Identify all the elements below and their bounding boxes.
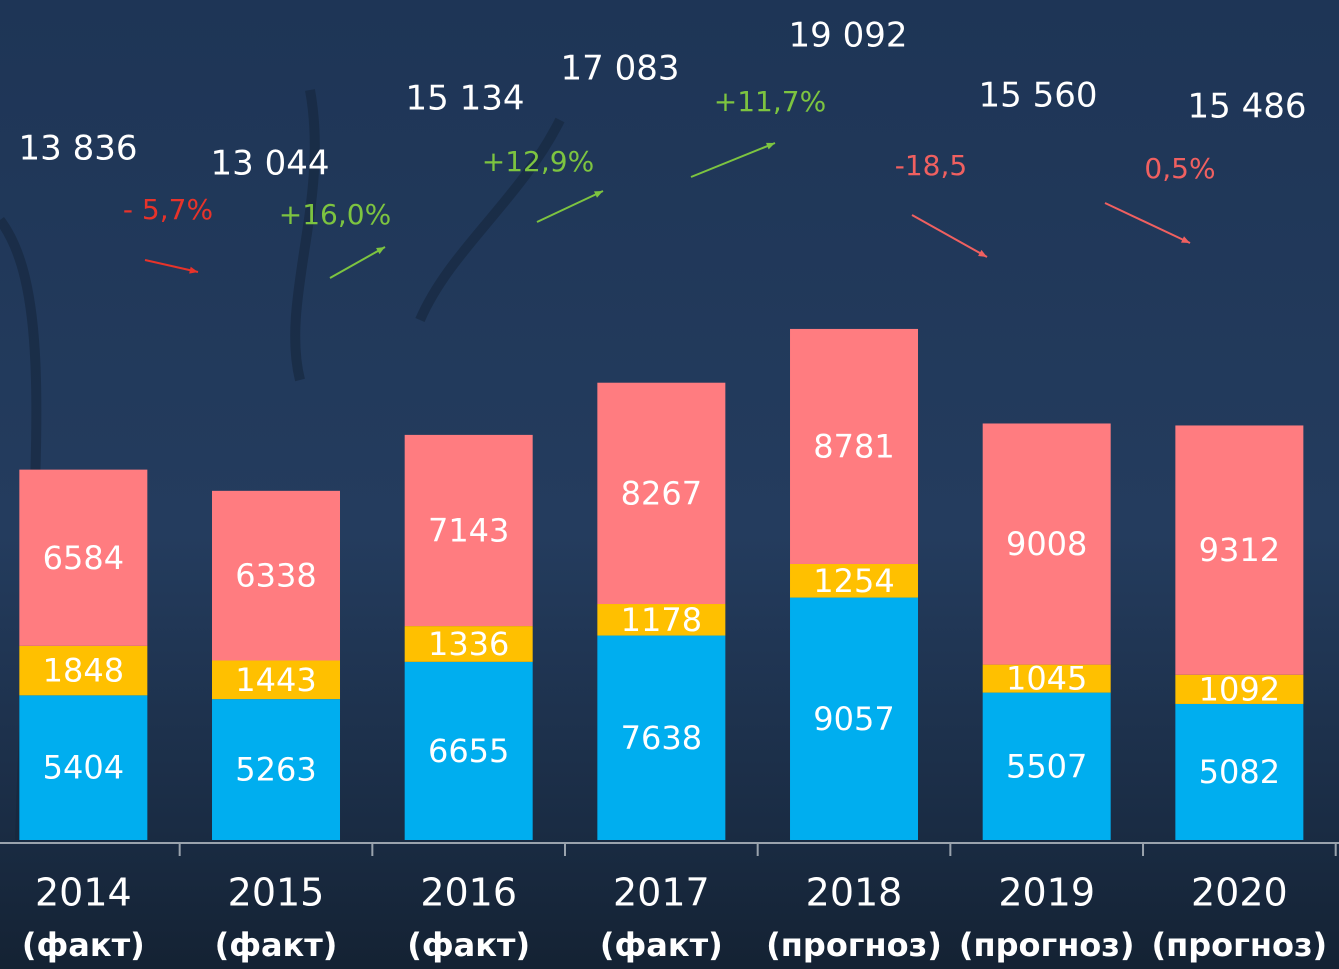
segment-label: 8267 [621, 474, 702, 512]
total-label: 19 092 [789, 16, 908, 56]
bar-segment [982, 664, 1111, 693]
growth-arrow [1104, 202, 1191, 244]
segment-label: 7638 [621, 719, 702, 757]
total-label: 15 560 [979, 76, 1098, 116]
segment-label: 5082 [1199, 753, 1280, 791]
segment-label: 6584 [43, 539, 124, 577]
segment-label: 1092 [1199, 670, 1280, 708]
growth-label: +16,0% [279, 198, 391, 231]
x-tick-note: (факт) [407, 926, 530, 964]
growth-label: +12,9% [482, 145, 594, 178]
growth-arrow-head [1181, 236, 1190, 243]
segment-label: 6655 [428, 732, 509, 770]
segment-label: 5263 [235, 751, 316, 789]
x-tick-note: (прогноз) [766, 926, 942, 964]
growth-arrow [329, 246, 386, 279]
x-tick-label: 2020 [1191, 871, 1288, 915]
bar-segment [19, 469, 148, 646]
x-tick-label: 2015 [228, 871, 325, 915]
x-tick-label: 2017 [613, 871, 710, 915]
bar-segment [597, 604, 726, 636]
growth-arrow [690, 142, 776, 178]
bar-segment [982, 692, 1111, 840]
segment-label: 5404 [43, 749, 124, 787]
growth-arrow [536, 190, 604, 223]
total-label: 17 083 [561, 49, 680, 89]
growth-arrow-head [766, 142, 775, 150]
growth-arrow-head [189, 266, 198, 274]
bar-segment [404, 626, 533, 662]
segment-label: 1443 [235, 661, 316, 699]
bar-segment [404, 661, 533, 840]
segment-label: 9008 [1006, 525, 1087, 563]
x-tick-label: 2016 [420, 871, 517, 915]
growth-label: +11,7% [714, 85, 826, 118]
bar-segment [19, 695, 148, 840]
growth-label: 0,5% [1144, 152, 1215, 185]
growth-arrow-head [978, 249, 987, 257]
segment-label: 1045 [1006, 660, 1087, 698]
segment-label: 1336 [428, 625, 509, 663]
x-tick-note: (факт) [600, 926, 723, 964]
segment-label: 1848 [43, 652, 124, 690]
bar-segment [982, 423, 1111, 665]
bar-segment [1175, 425, 1304, 675]
growth-arrow [144, 259, 199, 273]
x-tick-note: (прогноз) [1152, 926, 1328, 964]
growth-arrow [911, 214, 988, 258]
bar-segment [790, 328, 919, 564]
growth-arrow-head [376, 247, 385, 255]
segment-label: 5507 [1006, 747, 1087, 785]
bar-segment [1175, 674, 1304, 704]
bar-segment [597, 382, 726, 605]
segment-label: 8781 [813, 427, 894, 465]
bar-segment [597, 635, 726, 840]
segment-label: 9057 [813, 700, 894, 738]
x-tick-note: (факт) [22, 926, 145, 964]
segment-label: 1178 [621, 601, 702, 639]
growth-label: -18,5 [895, 149, 967, 182]
growth-label: - 5,7% [123, 193, 213, 226]
segment-label: 6338 [235, 557, 316, 595]
segment-label: 1254 [813, 562, 894, 600]
bar-segment [19, 645, 148, 696]
total-label: 13 044 [211, 144, 330, 184]
x-tick-label: 2018 [806, 871, 903, 915]
total-label: 15 486 [1188, 87, 1307, 127]
bar-segment [1175, 703, 1304, 840]
bar-segment [212, 660, 341, 700]
bar-segment [790, 563, 919, 598]
x-tick-note: (прогноз) [959, 926, 1135, 964]
total-label: 13 836 [19, 129, 138, 169]
total-label: 15 134 [406, 79, 525, 119]
bar-segment [404, 434, 533, 627]
bar-segment [212, 490, 341, 661]
segment-label: 7143 [428, 511, 509, 549]
x-tick-label: 2014 [35, 871, 132, 915]
x-tick-note: (факт) [215, 926, 338, 964]
x-tick-label: 2019 [998, 871, 1095, 915]
bar-segment [212, 699, 341, 840]
bar-segment [790, 597, 919, 840]
growth-arrow-head [594, 191, 603, 198]
segment-label: 9312 [1199, 531, 1280, 569]
